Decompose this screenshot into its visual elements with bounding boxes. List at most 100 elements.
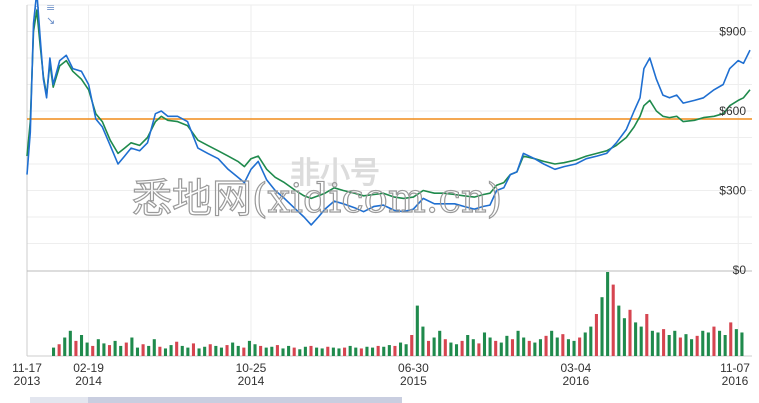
volume-bar bbox=[561, 334, 565, 356]
volume-bar bbox=[270, 346, 274, 356]
volume-bar bbox=[421, 326, 425, 356]
y-tick-label: $900 bbox=[719, 25, 746, 39]
volume-bar bbox=[275, 345, 279, 356]
volume-bar bbox=[203, 346, 207, 356]
volume-bar bbox=[533, 342, 537, 356]
volume-bar bbox=[650, 330, 654, 356]
volume-bar bbox=[371, 347, 375, 356]
volume-bar bbox=[107, 345, 112, 356]
toolbar-icons[interactable]: ⌕ ≡ ↘ bbox=[34, 1, 55, 27]
navigator-handle[interactable] bbox=[88, 397, 402, 403]
volume-bar bbox=[482, 332, 487, 356]
volume-bar bbox=[572, 340, 576, 356]
volume-bar bbox=[186, 347, 190, 356]
volume-bar bbox=[57, 344, 61, 356]
volume-bar bbox=[499, 342, 503, 356]
volume-bar bbox=[242, 347, 246, 356]
volume-bar bbox=[163, 348, 168, 356]
volume-bar bbox=[130, 337, 134, 356]
volume-bar bbox=[337, 348, 341, 356]
volume-bar bbox=[667, 335, 671, 356]
x-tick-date: 11-17 bbox=[12, 361, 42, 375]
volume-bar bbox=[287, 345, 291, 356]
volume-bar bbox=[180, 345, 184, 356]
volume-bar bbox=[298, 349, 302, 356]
volume-bar bbox=[471, 339, 475, 356]
volume-bar bbox=[622, 318, 626, 356]
volume-bar bbox=[673, 330, 677, 356]
x-tick-year: 2016 bbox=[562, 374, 589, 388]
volume-bar bbox=[225, 345, 229, 356]
volume-bar bbox=[208, 344, 212, 356]
x-tick-date: 06-30 bbox=[398, 361, 429, 375]
volume-bar bbox=[74, 340, 78, 356]
volume-bar bbox=[152, 339, 156, 356]
volume-bar bbox=[147, 345, 151, 356]
y-axis-ticks: $900 $600 $300 $0 bbox=[719, 25, 746, 278]
volume-bar bbox=[124, 342, 128, 356]
zoom-icon[interactable]: ⌕ bbox=[34, 1, 40, 14]
volume-bar bbox=[494, 340, 498, 356]
volume-bar bbox=[236, 345, 240, 356]
volume-bar bbox=[600, 297, 604, 356]
volume-bar bbox=[606, 272, 610, 356]
volume-bar bbox=[656, 332, 660, 356]
volume-bar bbox=[466, 335, 470, 356]
volume-bar bbox=[505, 335, 509, 356]
volume-bar bbox=[544, 335, 548, 356]
volume-bar bbox=[617, 305, 621, 356]
volume-bar bbox=[315, 347, 319, 356]
volume-bar bbox=[331, 347, 335, 356]
volume-bar bbox=[578, 337, 582, 356]
volume-bar bbox=[63, 337, 67, 356]
volume-bar bbox=[628, 309, 632, 356]
volume-bar bbox=[119, 345, 123, 356]
watermark-logo: 非小号 bbox=[290, 157, 380, 190]
watermark: 非小号 悉地网(xidicom.cn) bbox=[131, 157, 502, 223]
volume-bar bbox=[348, 345, 352, 356]
series-line bbox=[26, 9, 751, 200]
x-tick-date: 03-04 bbox=[560, 361, 591, 375]
volume-bar bbox=[135, 347, 140, 356]
volume-bar bbox=[326, 346, 330, 356]
x-tick-year: 2014 bbox=[75, 374, 102, 388]
volume-bar bbox=[678, 337, 682, 356]
volume-bar bbox=[426, 340, 431, 356]
volume-bar bbox=[52, 347, 56, 356]
volume-bar bbox=[191, 343, 195, 356]
y-tick-label: $300 bbox=[719, 184, 746, 198]
menu-icon[interactable]: ≡ bbox=[46, 1, 55, 14]
volume-bar bbox=[594, 314, 598, 356]
volume-bar bbox=[740, 332, 744, 356]
volume-bar bbox=[527, 340, 531, 356]
x-tick-year: 2014 bbox=[238, 374, 265, 388]
volume-bar bbox=[460, 340, 464, 356]
volume-bar bbox=[589, 326, 593, 356]
volume-bars bbox=[52, 272, 744, 356]
volume-bar bbox=[91, 345, 95, 356]
volume-bar bbox=[404, 344, 408, 356]
volume-bar bbox=[449, 342, 453, 356]
volume-bar bbox=[690, 339, 694, 356]
x-tick-date: 10-25 bbox=[236, 361, 267, 375]
volume-bar bbox=[113, 340, 117, 356]
volume-bar bbox=[399, 342, 403, 356]
volume-bar bbox=[175, 341, 179, 356]
volume-bar bbox=[320, 348, 324, 356]
volume-bar bbox=[259, 345, 263, 356]
volume-bar bbox=[264, 347, 268, 356]
volume-bar bbox=[382, 346, 386, 356]
x-tick-date: 02-19 bbox=[73, 361, 104, 375]
volume-bar bbox=[488, 337, 492, 356]
grid bbox=[26, 4, 752, 357]
volume-bar bbox=[734, 329, 738, 356]
x-tick-date: 11-07 bbox=[720, 361, 750, 375]
series-lines bbox=[26, 0, 751, 226]
volume-bar bbox=[410, 335, 414, 356]
arrow-icon[interactable]: ↘ bbox=[46, 14, 55, 27]
volume-bar bbox=[387, 345, 391, 356]
volume-bar bbox=[343, 347, 347, 356]
volume-bar bbox=[158, 346, 162, 356]
volume-bar bbox=[309, 345, 313, 356]
